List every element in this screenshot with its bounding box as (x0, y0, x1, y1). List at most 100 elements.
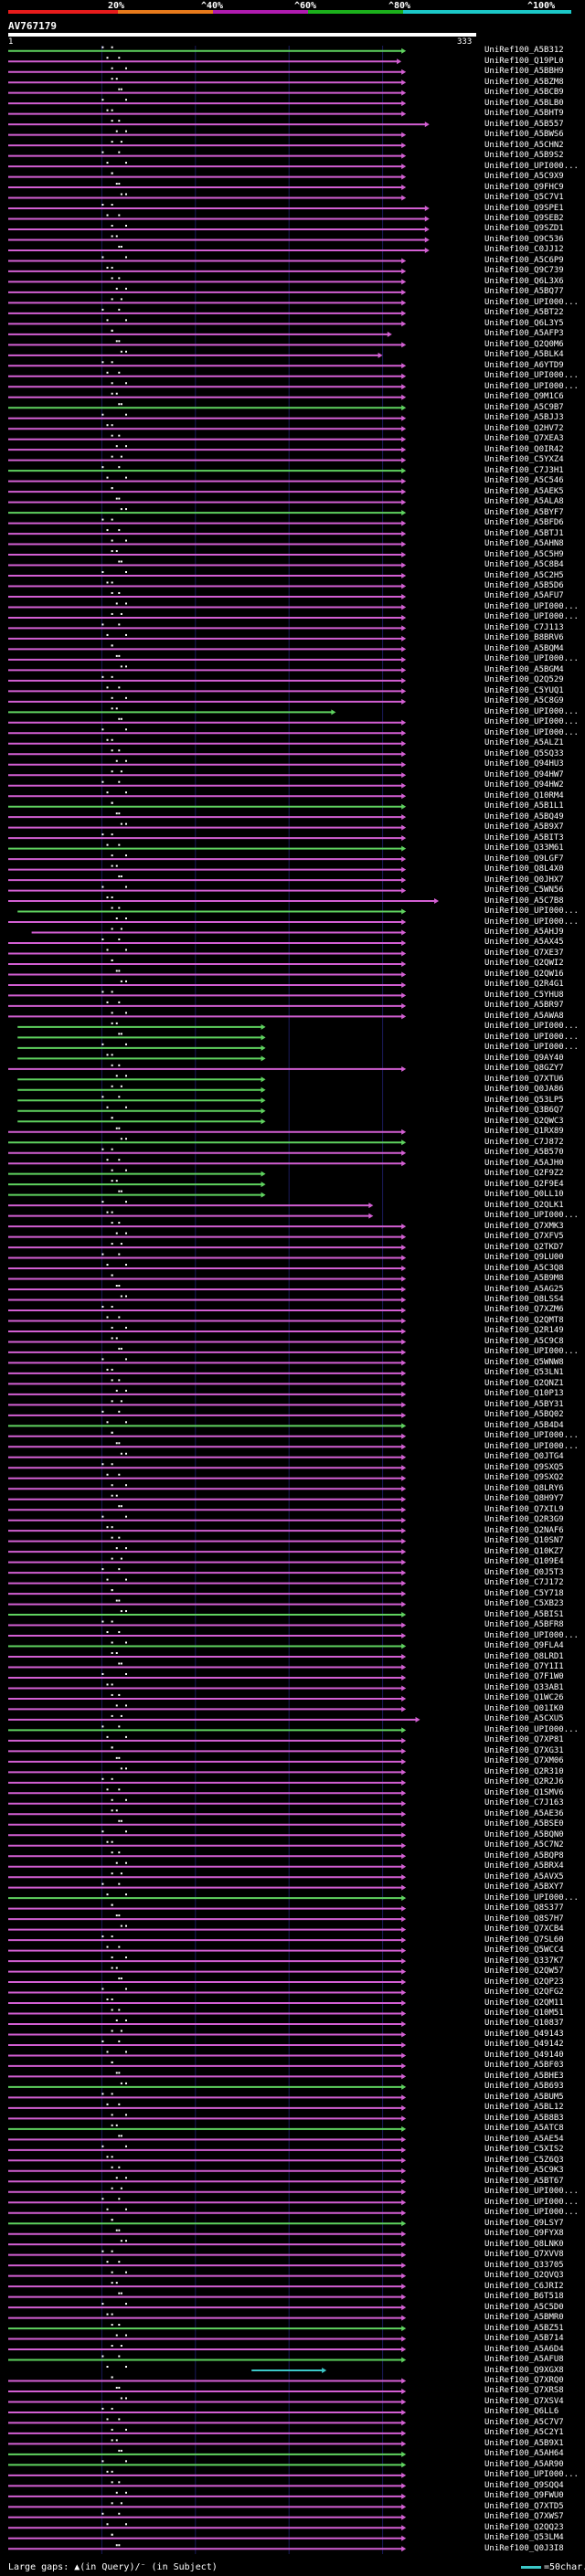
hit-label[interactable]: UniRef100_Q109E4 (484, 1557, 564, 1567)
hit-label[interactable]: UniRef100_A5AH64 (484, 2449, 564, 2459)
hit-bar[interactable] (8, 949, 407, 957)
hit-label[interactable]: UniRef100_A5AFU7 (484, 591, 564, 601)
hit-bar[interactable] (8, 1515, 407, 1523)
hit-bar[interactable] (17, 1075, 266, 1083)
hit-label[interactable]: UniRef100_Q2QMT8 (484, 1315, 564, 1325)
hit-label[interactable]: UniRef100_Q2R4G1 (484, 980, 564, 990)
hit-bar[interactable] (8, 1484, 407, 1492)
hit-label[interactable]: UniRef100_Q10SN7 (484, 1536, 564, 1546)
hit-label[interactable]: UniRef100_A5B714 (484, 2334, 564, 2344)
hit-bar[interactable] (8, 1526, 407, 1534)
hit-label[interactable]: UniRef100_Q5WCC4 (484, 1945, 564, 1956)
hit-bar[interactable] (8, 738, 407, 747)
hit-label[interactable]: UniRef100_C5YHU8 (484, 990, 564, 1000)
hit-bar[interactable] (8, 1232, 407, 1240)
hit-label[interactable]: UniRef100_Q2R2J6 (484, 1777, 564, 1787)
hit-label[interactable]: UniRef100_A5B9M8 (484, 1274, 564, 1284)
hit-label[interactable]: UniRef100_A5BBH9 (484, 67, 564, 77)
hit-bar[interactable] (8, 1305, 407, 1313)
hit-bar[interactable] (8, 329, 392, 337)
hit-label[interactable]: UniRef100_UPI000... (484, 1022, 579, 1032)
hit-label[interactable]: UniRef100_Q7F1W0 (484, 1672, 564, 1682)
hit-bar[interactable] (8, 529, 407, 537)
hit-label[interactable]: UniRef100_UPI000... (484, 1211, 579, 1221)
hit-label[interactable]: UniRef100_A5C5D0 (484, 2302, 564, 2312)
hit-bar[interactable] (8, 2313, 407, 2321)
hit-label[interactable]: UniRef100_A5AX45 (484, 938, 564, 948)
hit-label[interactable]: UniRef100_Q8LSS4 (484, 1295, 564, 1304)
hit-label[interactable]: UniRef100_A5AE54 (484, 2134, 564, 2144)
hit-bar[interactable] (8, 1620, 407, 1628)
hit-bar[interactable] (8, 1138, 407, 1146)
hit-bar[interactable] (17, 1022, 266, 1030)
hit-bar[interactable] (8, 245, 430, 253)
hit-label[interactable]: UniRef100_A5BRX4 (484, 1861, 564, 1871)
hit-label[interactable]: UniRef100_C7J163 (484, 1798, 564, 1808)
hit-bar[interactable] (8, 591, 407, 599)
hit-bar[interactable] (8, 382, 407, 390)
hit-bar[interactable] (8, 413, 407, 421)
hit-bar[interactable] (8, 970, 407, 978)
hit-label[interactable]: UniRef100_C7J872 (484, 1137, 564, 1147)
hit-label[interactable]: UniRef100_A5BMR0 (484, 2313, 564, 2323)
hit-bar[interactable] (8, 46, 407, 54)
hit-bar[interactable] (8, 1379, 407, 1387)
hit-bar[interactable] (8, 633, 407, 641)
hit-bar[interactable] (8, 2449, 407, 2457)
hit-bar[interactable] (17, 1106, 266, 1114)
hit-label[interactable]: UniRef100_UPI000... (484, 1347, 579, 1357)
hit-bar[interactable] (8, 1442, 407, 1450)
hit-bar[interactable] (8, 2470, 407, 2478)
hit-label[interactable]: UniRef100_Q8GZY7 (484, 1064, 564, 1074)
hit-label[interactable]: UniRef100_A5BF03 (484, 2061, 564, 2071)
hit-label[interactable]: UniRef100_Q9SEB2 (484, 214, 564, 223)
hit-bar[interactable] (8, 2166, 407, 2174)
hit-label[interactable]: UniRef100_Q8L4X0 (484, 864, 564, 875)
hit-label[interactable]: UniRef100_UPI000... (484, 717, 579, 727)
hit-bar[interactable] (8, 843, 407, 852)
hit-label[interactable]: UniRef100_Q2TKD7 (484, 1242, 564, 1252)
hit-label[interactable]: UniRef100_Q7Y1I1 (484, 1661, 564, 1671)
hit-bar[interactable] (8, 1903, 407, 1912)
hit-bar[interactable] (8, 1672, 407, 1680)
hit-label[interactable]: UniRef100_C5WN56 (484, 885, 564, 896)
hit-label[interactable]: UniRef100_A5BQ49 (484, 811, 564, 822)
hit-bar[interactable] (8, 791, 407, 800)
hit-label[interactable]: UniRef100_A5B9X1 (484, 2438, 564, 2448)
hit-bar[interactable] (8, 109, 407, 117)
hit-bar[interactable] (8, 2019, 407, 2027)
hit-label[interactable]: UniRef100_UPI000... (484, 706, 579, 716)
hit-label[interactable]: UniRef100_A5B570 (484, 1148, 564, 1158)
hit-bar[interactable] (8, 1400, 407, 1408)
hit-bar[interactable] (8, 308, 407, 316)
hit-label[interactable]: UniRef100_B6T518 (484, 2292, 564, 2302)
hit-label[interactable]: UniRef100_Q2QVQ3 (484, 2271, 564, 2281)
hit-bar[interactable] (8, 1756, 407, 1765)
hit-bar[interactable] (17, 1054, 266, 1062)
hit-bar[interactable] (8, 1201, 374, 1209)
hit-label[interactable]: UniRef100_A5C7N2 (484, 1840, 564, 1850)
hit-bar[interactable] (8, 1568, 407, 1576)
hit-bar[interactable] (8, 1505, 407, 1513)
hit-bar[interactable] (8, 2009, 407, 2017)
hit-bar[interactable] (8, 675, 407, 684)
hit-label[interactable]: UniRef100_Q2HV72 (484, 423, 564, 433)
hit-label[interactable]: UniRef100_A5BZM8 (484, 77, 564, 87)
hit-bar[interactable] (8, 644, 407, 652)
hit-bar[interactable] (8, 256, 407, 264)
hit-label[interactable]: UniRef100_A5AEK5 (484, 486, 564, 496)
hit-label[interactable]: UniRef100_UPI000... (484, 1724, 579, 1734)
hit-label[interactable]: UniRef100_Q33M61 (484, 843, 564, 853)
hit-bar[interactable] (17, 1117, 266, 1125)
hit-bar[interactable] (8, 1473, 407, 1481)
hit-label[interactable]: UniRef100_Q7XTD5 (484, 2501, 564, 2511)
hit-bar[interactable] (8, 623, 407, 631)
hit-label[interactable]: UniRef100_Q7XZM6 (484, 1305, 564, 1315)
hit-label[interactable]: UniRef100_Q6L3X6 (484, 276, 564, 286)
hit-bar[interactable] (8, 518, 407, 526)
hit-bar[interactable] (8, 1851, 407, 1860)
hit-bar[interactable] (8, 1830, 407, 1839)
hit-bar[interactable] (8, 1652, 407, 1660)
hit-label[interactable]: UniRef100_UPI000... (484, 2208, 579, 2218)
hit-bar[interactable] (8, 1882, 407, 1891)
